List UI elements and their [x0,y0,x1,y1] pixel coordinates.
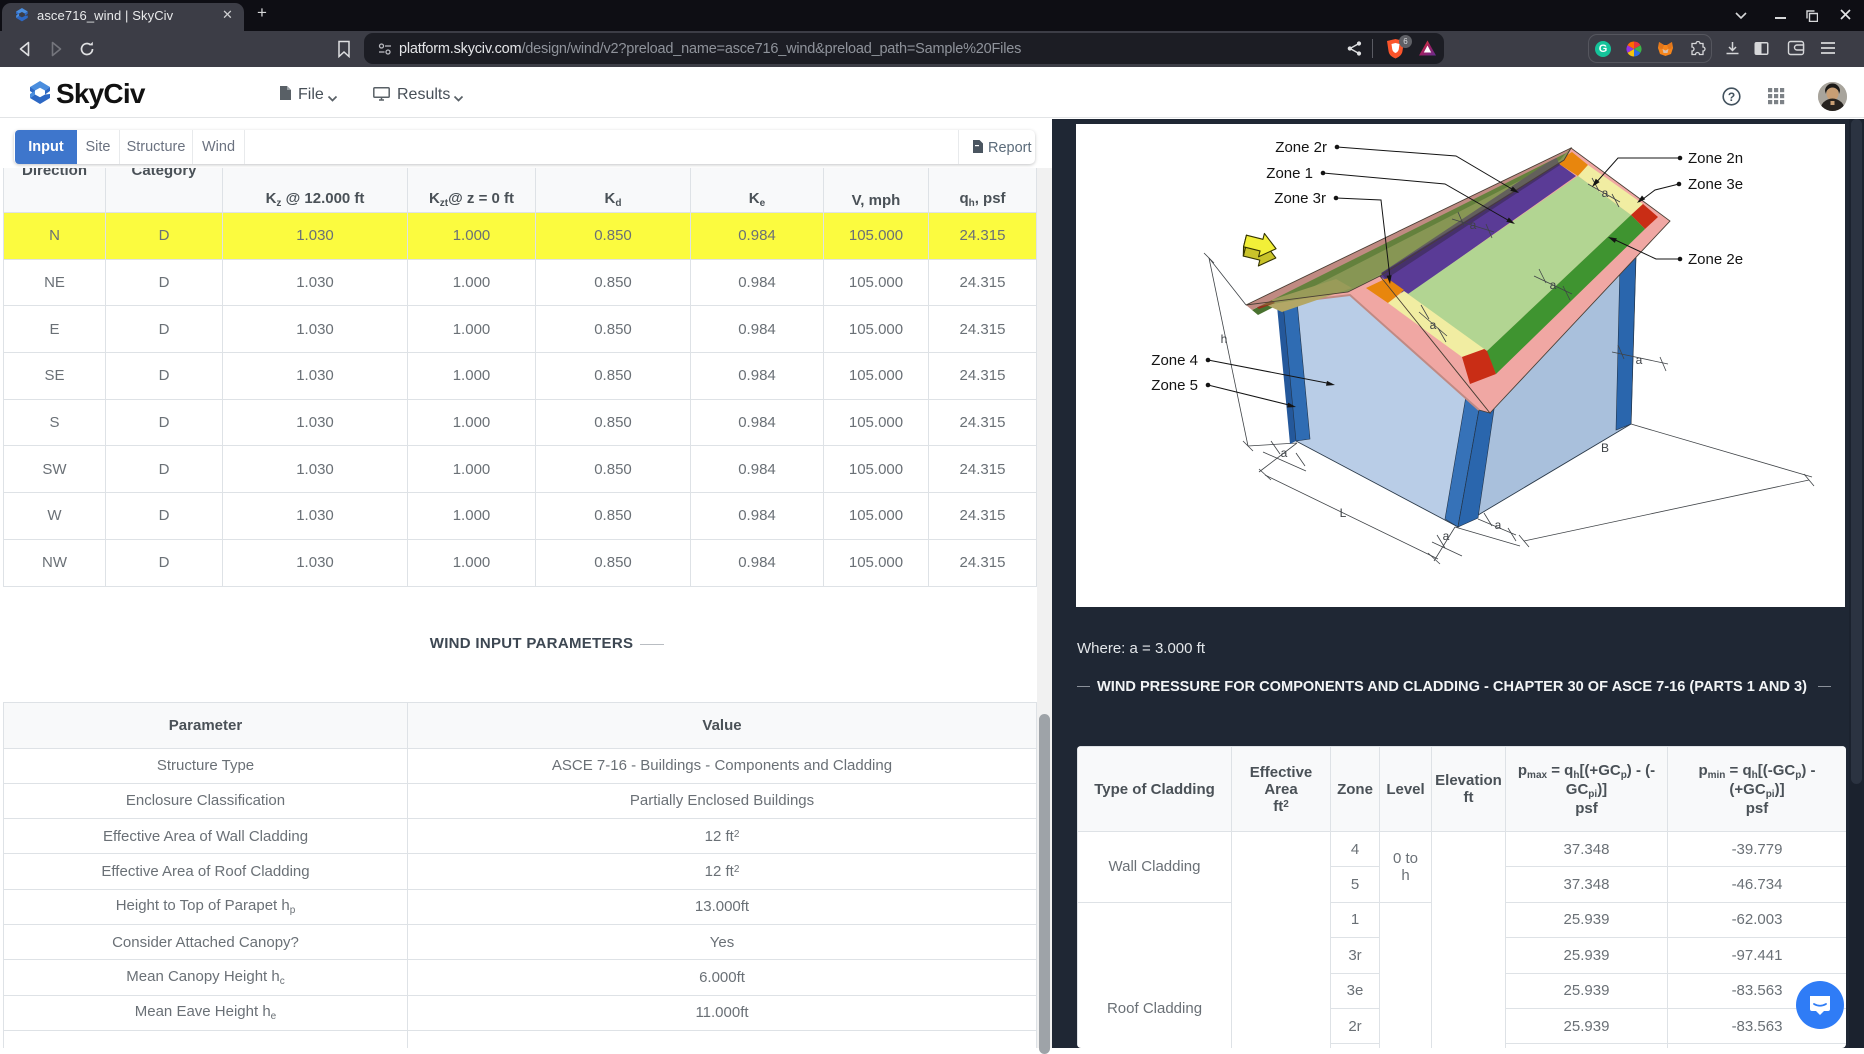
svg-text:L: L [1340,506,1347,520]
svg-text:Zone 2n: Zone 2n [1688,150,1743,167]
svg-text:Zone 5: Zone 5 [1151,377,1198,394]
svg-text:Zone 3r: Zone 3r [1274,190,1326,207]
svg-text:a: a [1430,318,1437,332]
svg-text:B: B [1601,441,1609,455]
svg-text:h: h [1221,332,1228,346]
svg-text:a: a [1281,446,1288,460]
svg-text:Zone 1: Zone 1 [1266,165,1313,182]
svg-text:Zone 3e: Zone 3e [1688,176,1743,193]
svg-text:a: a [1636,353,1643,367]
svg-text:a: a [1550,278,1557,292]
svg-text:Zone 4: Zone 4 [1151,352,1198,369]
svg-text:Zone 2r: Zone 2r [1275,139,1327,156]
svg-text:a: a [1470,218,1477,232]
svg-text:a: a [1602,186,1609,200]
svg-text:?: ? [1728,90,1735,104]
svg-text:a: a [1443,529,1450,543]
svg-text:Zone 2e: Zone 2e [1688,251,1743,268]
svg-text:a: a [1495,518,1502,532]
